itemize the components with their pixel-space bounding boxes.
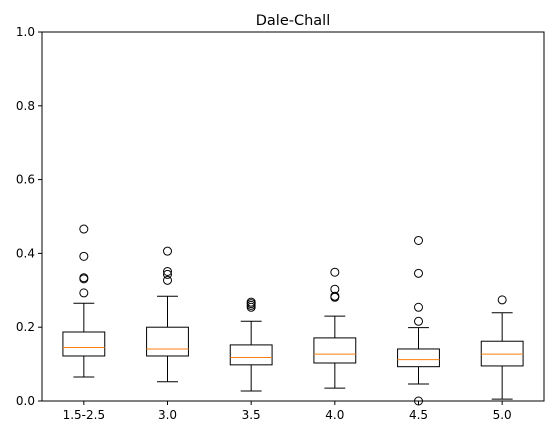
outlier-point (79, 251, 89, 261)
box (313, 337, 357, 364)
box (229, 344, 273, 366)
outlier-point (246, 297, 256, 307)
x-tick-label: 3.0 (158, 408, 177, 422)
outlier-point (330, 267, 340, 277)
outlier-point (79, 288, 89, 298)
y-tick-label: 1.0 (16, 25, 35, 39)
y-tick-label: 0.6 (16, 173, 35, 187)
y-tick-label: 0.0 (16, 394, 35, 408)
y-tick-label: 0.2 (16, 320, 35, 334)
plot-frame (41, 31, 545, 402)
x-tick-label: 5.0 (493, 408, 512, 422)
chart-title: Dale-Chall (256, 13, 331, 29)
outlier-point (414, 316, 423, 326)
box (62, 331, 106, 357)
outlier-point (79, 224, 89, 234)
y-tick-label: 0.8 (16, 99, 35, 113)
outlier-point (497, 295, 507, 305)
outlier-point (330, 284, 340, 294)
x-tick-label: 1.5-2.5 (63, 408, 106, 422)
outlier-point (414, 268, 423, 278)
x-tick-label: 3.5 (242, 408, 261, 422)
outlier-point (330, 291, 340, 301)
outlier-point (163, 275, 172, 285)
x-tick-label: 4.5 (409, 408, 428, 422)
outlier-point (163, 269, 172, 279)
outlier-point (79, 273, 89, 283)
outlier-point (414, 235, 423, 245)
outlier-point (414, 302, 423, 312)
box (397, 348, 440, 368)
outlier-point (163, 266, 172, 276)
y-tick-label: 0.4 (16, 246, 35, 260)
outlier-point (163, 246, 172, 256)
plot-area: 0.0 0.2 0.4 0.6 0.8 1.0 1.5-2.5 3.0 3.5 4.0 4.5 5.0 (16, 25, 524, 422)
box (146, 326, 189, 357)
box (480, 340, 524, 367)
x-tick-label: 4.0 (325, 408, 344, 422)
